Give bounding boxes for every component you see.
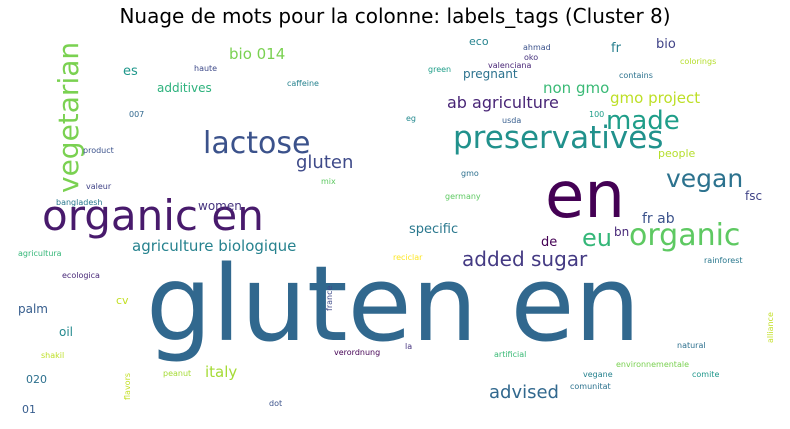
word-non-gmo: non gmo [543, 79, 609, 97]
word-natural: natural [677, 341, 706, 350]
word-100: 100 [589, 110, 604, 119]
word-bio: bio [656, 37, 676, 52]
word-es: es [123, 64, 138, 79]
word-eu: eu [582, 224, 612, 252]
word-mix: mix [321, 177, 336, 186]
word-reciclar: reciclar [393, 253, 423, 262]
word-gluten: gluten [296, 152, 353, 173]
word-pregnant: pregnant [463, 67, 518, 81]
word-green: green [428, 65, 451, 74]
word-01: 01 [22, 403, 36, 416]
word-organic: organic [629, 218, 740, 253]
word-shakil: shakil [41, 351, 64, 360]
word-comite: comite [692, 370, 719, 379]
word-italy: italy [205, 363, 237, 381]
word-dot: dot [269, 399, 282, 408]
word-advised: advised [489, 382, 559, 403]
word-ecologica: ecologica [62, 271, 100, 280]
word-007: 007 [129, 110, 144, 119]
word-bangladesh: bangladesh [56, 198, 103, 207]
word-gmo-project: gmo project [610, 89, 700, 107]
word-women: women [198, 199, 242, 213]
chart-title: Nuage de mots pour la colonne: labels_ta… [119, 4, 671, 28]
word-people: people [658, 147, 696, 160]
word-valenciana: valenciana [488, 61, 531, 70]
word-product: product [83, 146, 114, 155]
word-eco: eco [469, 35, 489, 48]
word-germany: germany [445, 192, 481, 201]
word-contains: contains [619, 71, 653, 80]
word-valeur: valeur [86, 182, 112, 191]
word-artificial: artificial [494, 350, 526, 359]
word-comunitat: comunitat [570, 382, 611, 391]
word-additives: additives [157, 81, 212, 95]
word-gluten-en: gluten en [146, 243, 640, 365]
word-usda: usda [502, 116, 521, 125]
word-added-sugar: added sugar [462, 247, 588, 271]
word-peanut: peanut [163, 369, 191, 378]
word-colorings: colorings [680, 57, 716, 66]
word-palm: palm [18, 302, 48, 316]
word-gmo: gmo [461, 169, 479, 178]
word-de: de [541, 235, 557, 250]
word-vegetarian: vegetarian [52, 42, 85, 193]
word-en: en [545, 159, 625, 233]
word-verordnung: verordnung [334, 348, 380, 357]
word-ab-agriculture: ab agriculture [447, 93, 559, 112]
word-caffeine: caffeine [287, 79, 319, 88]
word-rainforest: rainforest [704, 256, 743, 265]
word-france: france [325, 286, 334, 311]
word-020: 020 [26, 373, 47, 386]
word-la: la [405, 342, 412, 351]
word-preservatives: preservatives [453, 120, 663, 156]
word-bio-014: bio 014 [229, 45, 285, 63]
word-flavors: flavors [123, 373, 132, 400]
word-alliance: alliance [766, 312, 775, 343]
word-lactose: lactose [203, 126, 310, 161]
word-vegan: vegan [666, 164, 743, 193]
word-ahmad: ahmad [523, 43, 551, 52]
word-vegane: vegane [583, 370, 613, 379]
word-agriculture-biologique: agriculture biologique [132, 237, 296, 255]
word-oko: oko [524, 53, 538, 62]
word-eg: eg [406, 114, 416, 123]
word-cv: cv [116, 294, 129, 307]
word-specific: specific [409, 222, 458, 237]
word-organic-en: organic en [42, 191, 264, 240]
word-fsc: fsc [745, 189, 762, 203]
word-made: made [606, 106, 680, 136]
word-agricultura: agricultura [18, 249, 62, 258]
word-oil: oil [59, 325, 73, 339]
word-environnementale: environnementale [616, 360, 689, 369]
word-fr-ab: fr ab [642, 211, 675, 227]
word-bn: bn [614, 225, 629, 239]
word-fr: fr [611, 41, 622, 56]
word-haute: haute [194, 64, 217, 73]
